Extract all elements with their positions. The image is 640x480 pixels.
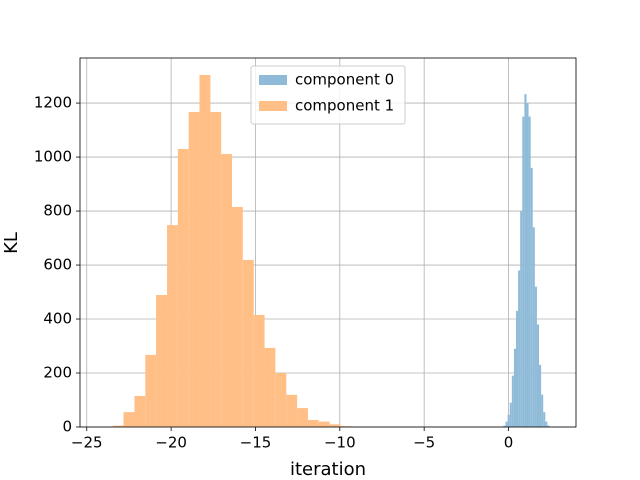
y-tick-label: 800 bbox=[43, 202, 72, 220]
bar bbox=[528, 116, 531, 427]
bar bbox=[307, 419, 319, 427]
bar bbox=[297, 408, 308, 427]
legend-label: component 0 bbox=[295, 71, 394, 89]
bar bbox=[167, 225, 178, 427]
y-tick-label: 600 bbox=[43, 256, 72, 274]
bar bbox=[112, 425, 124, 427]
y-tick-label: 1200 bbox=[34, 94, 72, 112]
x-tick-label: −15 bbox=[240, 434, 272, 452]
bar bbox=[253, 314, 265, 427]
legend-swatch bbox=[259, 75, 287, 85]
bar bbox=[145, 354, 157, 427]
bar bbox=[547, 425, 550, 427]
x-tick-label: 0 bbox=[504, 434, 514, 452]
bar bbox=[188, 111, 200, 428]
bar bbox=[520, 211, 523, 427]
bar bbox=[532, 227, 535, 427]
x-tick-label: −5 bbox=[413, 434, 435, 452]
bar bbox=[264, 347, 276, 427]
bar bbox=[534, 286, 537, 427]
bar bbox=[524, 94, 527, 428]
bar bbox=[516, 310, 519, 427]
bar bbox=[518, 270, 521, 427]
bar bbox=[541, 394, 544, 427]
bar bbox=[522, 116, 525, 427]
bar bbox=[340, 426, 352, 427]
bar bbox=[513, 348, 517, 427]
bar bbox=[503, 425, 506, 427]
bar bbox=[221, 154, 233, 427]
plot-frame bbox=[79, 57, 577, 428]
x-tick-label: −25 bbox=[71, 434, 103, 452]
y-tick-label: 200 bbox=[43, 364, 72, 382]
bar bbox=[505, 421, 508, 427]
bar bbox=[123, 412, 135, 427]
bar bbox=[507, 414, 510, 427]
x-axis-label: iteration bbox=[290, 459, 366, 480]
bar bbox=[286, 394, 298, 427]
y-tick-label: 400 bbox=[43, 310, 72, 328]
bar bbox=[526, 103, 529, 427]
bar bbox=[329, 424, 341, 427]
bar bbox=[199, 75, 211, 427]
y-axis-label: KL bbox=[1, 232, 22, 254]
legend-label: component 1 bbox=[295, 97, 394, 115]
bar bbox=[545, 421, 548, 427]
legend-box bbox=[250, 65, 406, 125]
bar bbox=[134, 395, 146, 427]
bar bbox=[275, 373, 287, 427]
bar bbox=[318, 421, 330, 427]
bar bbox=[543, 412, 546, 427]
bar bbox=[511, 375, 514, 427]
y-tick-label: 1000 bbox=[34, 148, 72, 166]
bar bbox=[539, 364, 542, 427]
bar bbox=[210, 111, 222, 428]
bar bbox=[242, 259, 254, 427]
y-tick-label: 0 bbox=[62, 418, 72, 436]
x-tick-label: −10 bbox=[324, 434, 356, 452]
x-tick-label: −20 bbox=[155, 434, 187, 452]
bar bbox=[177, 148, 189, 427]
bar bbox=[232, 207, 243, 427]
bar bbox=[156, 295, 168, 427]
bar bbox=[536, 324, 540, 427]
bar bbox=[509, 402, 512, 427]
legend-swatch bbox=[259, 101, 287, 111]
bar bbox=[530, 167, 533, 427]
